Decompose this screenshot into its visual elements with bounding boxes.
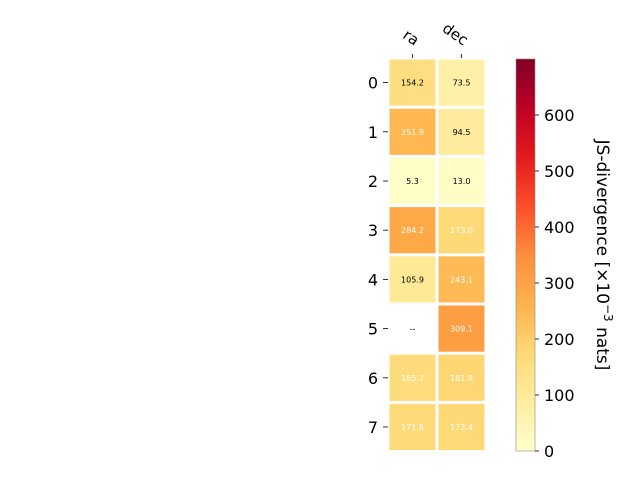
colorbar-label-exponent: −3	[601, 304, 615, 322]
colorbar-tick-label: 200	[544, 330, 575, 349]
heatmap-cells: 154.2 73.5 251.9 94.5 5.3 13.0 284.2 173.0 105.9…	[389, 59, 485, 451]
row-label: 0	[368, 74, 378, 93]
heatmap-cell	[389, 354, 436, 401]
heatmap-cell	[438, 59, 485, 106]
row-label: 1	[368, 123, 378, 142]
heatmap-cell	[389, 59, 436, 106]
cell-value-label: 5.3	[406, 177, 419, 186]
colorbar-tick-label: 500	[544, 162, 575, 181]
cell-value-label: 284.2	[401, 226, 424, 235]
colorbar-label-main: JS-divergence [×10	[592, 139, 612, 304]
cell-value-label: 154.2	[401, 79, 424, 88]
colorbar-tick-label: 400	[544, 218, 575, 237]
colorbar-ticks: 0 100 200 300 400 500 600	[535, 106, 575, 461]
heatmap-cell	[438, 305, 485, 352]
cell-value-label: 165.2	[401, 374, 424, 383]
heatmap-cell	[438, 108, 485, 155]
heatmap-cell	[438, 256, 485, 303]
cell-value-label: 173.0	[450, 226, 473, 235]
cell-value-label: 171.8	[401, 423, 424, 432]
row-label: 2	[368, 172, 378, 191]
colorbar-gradient	[515, 58, 536, 452]
cell-value-label: 309.1	[450, 325, 473, 334]
colorbar-tick-label: 600	[544, 106, 575, 125]
heatmap-cell	[438, 157, 485, 205]
cell-value-label: 251.9	[401, 128, 424, 137]
column-label: ra	[400, 26, 423, 50]
row-labels: 0 1 2 3 4 5 6 7	[368, 74, 388, 437]
row-label: 5	[368, 320, 378, 339]
colorbar	[515, 58, 536, 452]
cell-value-label: 94.5	[453, 128, 471, 137]
heatmap-cell	[389, 108, 436, 155]
cell-value-label: 173.4	[450, 423, 473, 432]
heatmap-cell	[389, 207, 436, 254]
colorbar-tick-label: 100	[544, 386, 575, 405]
colorbar-label: JS-divergence [×10−3 nats]	[592, 139, 615, 371]
row-label: 6	[368, 369, 378, 388]
cell-value-label: 105.9	[401, 275, 424, 284]
heatmap-cell	[438, 403, 485, 451]
heatmap-cell	[438, 207, 485, 254]
heatmap-cell	[389, 256, 436, 303]
row-label: 4	[368, 270, 378, 289]
heatmap-cell	[389, 403, 436, 451]
colorbar-tick-label: 0	[544, 442, 554, 461]
cell-value-label: 181.8	[450, 374, 473, 383]
cell-value-label: --	[410, 325, 416, 334]
row-label: 3	[368, 221, 378, 240]
column-label: dec	[439, 19, 471, 49]
row-label: 7	[368, 418, 378, 437]
heatmap-cell	[389, 157, 436, 205]
column-labels: ra dec	[400, 19, 472, 58]
heatmap-cell	[438, 354, 485, 401]
colorbar-label-unit: nats]	[592, 322, 612, 371]
cell-value-label: 13.0	[453, 177, 471, 186]
colorbar-tick-label: 300	[544, 274, 575, 293]
cell-value-label: 73.5	[453, 79, 471, 88]
cell-value-label: 243.1	[450, 275, 473, 284]
